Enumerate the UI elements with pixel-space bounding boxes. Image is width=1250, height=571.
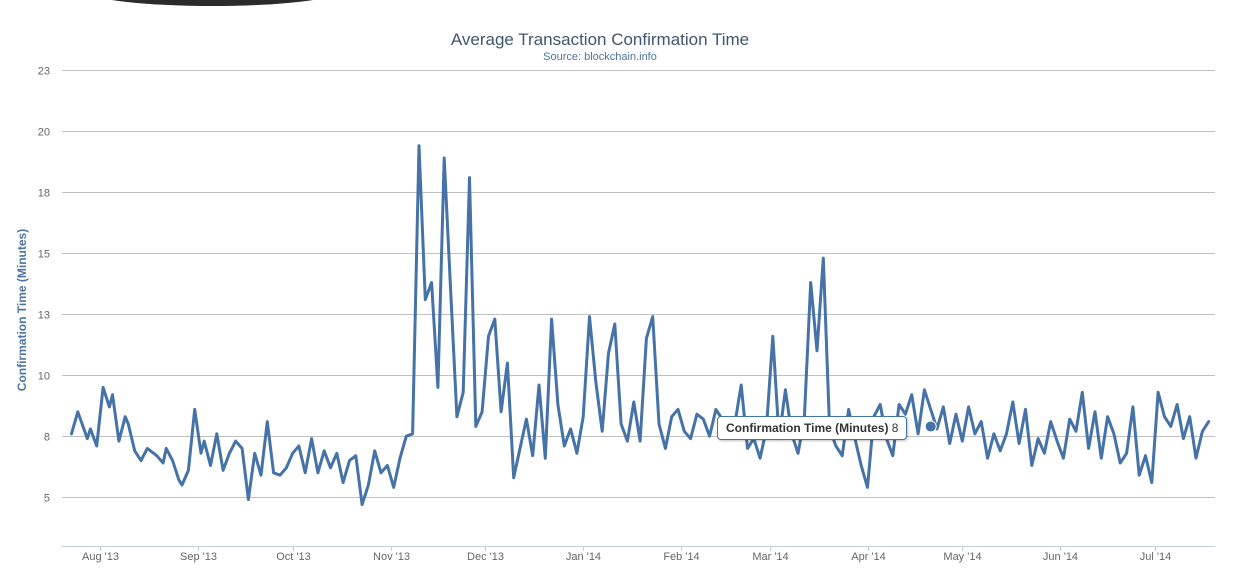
x-tick-label: May '14: [943, 551, 981, 563]
x-tick-label: Apr '14: [851, 551, 886, 563]
x-tick-label: Oct '13: [276, 551, 311, 563]
y-tick-label: 20: [38, 127, 50, 139]
chart-subtitle: Source: blockchain.info: [543, 51, 657, 63]
x-tick-label: Mar '14: [752, 551, 788, 563]
x-tick-label: Jul '14: [1140, 551, 1171, 563]
x-tick-label: Jun '14: [1043, 551, 1078, 563]
tooltip-value: 8: [891, 421, 899, 435]
y-tick-label: 10: [38, 371, 50, 383]
x-tick-label: Sep '13: [180, 551, 217, 563]
x-tick-label: Dec '13: [467, 551, 504, 563]
y-tick-label: 8: [44, 432, 50, 444]
y-tick-label: 13: [38, 310, 50, 322]
y-tick-label: 18: [38, 188, 50, 200]
series-line: [70, 144, 1211, 506]
x-tick-label: Nov '13: [373, 551, 410, 563]
tooltip-label: Confirmation Time (Minutes): [726, 421, 889, 435]
x-tick-label: Feb '14: [663, 551, 699, 563]
top-decorative-shape: [90, 0, 335, 6]
x-tick-label: Jan '14: [566, 551, 601, 563]
x-tick-label: Aug '13: [82, 551, 119, 563]
y-tick-label: 15: [38, 249, 50, 261]
y-tick-label: 23: [38, 66, 50, 78]
tooltip: Confirmation Time (Minutes) 8: [717, 416, 908, 440]
chart-title: Average Transaction Confirmation Time: [450, 30, 750, 49]
y-tick-label: 5: [44, 493, 50, 505]
hover-point-marker: [924, 420, 937, 433]
